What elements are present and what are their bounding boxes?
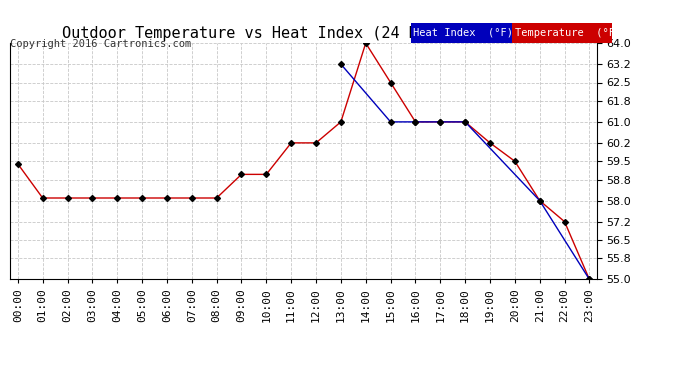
Text: Copyright 2016 Cartronics.com: Copyright 2016 Cartronics.com [10, 39, 192, 50]
Text: Heat Index  (°F): Heat Index (°F) [413, 28, 513, 38]
Title: Outdoor Temperature vs Heat Index (24 Hours) 20161002: Outdoor Temperature vs Heat Index (24 Ho… [62, 26, 545, 40]
Text: Temperature  (°F): Temperature (°F) [515, 28, 621, 38]
